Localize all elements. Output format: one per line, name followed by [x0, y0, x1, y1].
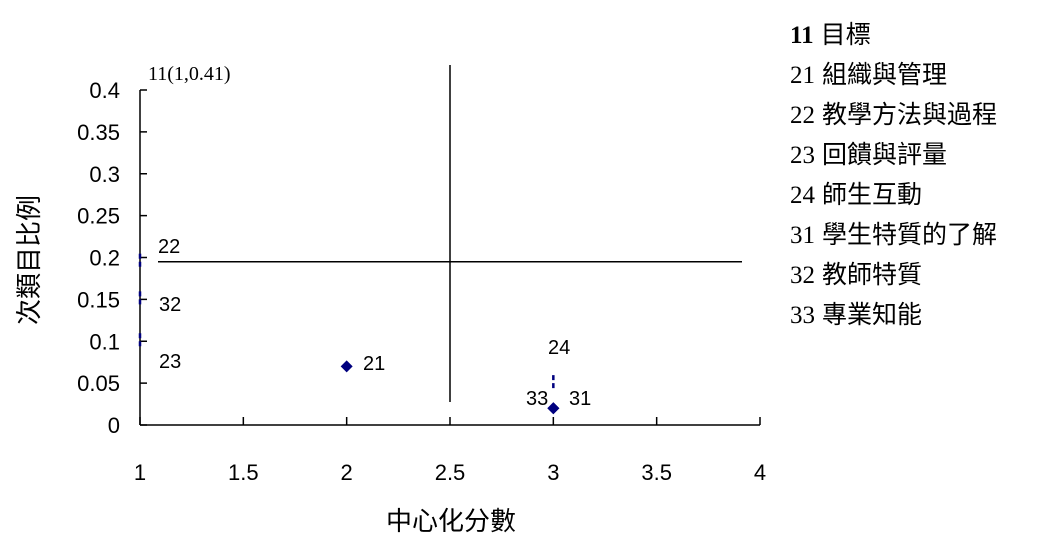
x-tick-label: 3	[547, 460, 559, 485]
data-point-marker	[340, 360, 353, 373]
y-tick-label: 0.3	[89, 162, 120, 187]
legend-item: 33 專業知能	[790, 296, 997, 336]
legend-code: 24	[790, 182, 815, 209]
y-tick-label: 0.15	[77, 287, 120, 312]
data-point-label: 33	[526, 388, 548, 410]
legend-item: 21 組織與管理	[790, 56, 997, 96]
legend-name: 師生互動	[822, 182, 923, 209]
y-axis-title: 次類目比例	[14, 195, 44, 325]
y-tick-label: 0.25	[77, 204, 120, 229]
y-tick-label: 0	[108, 413, 120, 438]
legend: 11 目標 21 組織與管理 22 教學方法與過程 23 回饋與評量 24 師生互動 31 學生特質的…	[790, 16, 997, 336]
legend-item: 31 學生特質的了解	[790, 216, 997, 256]
y-tick-label: 0.1	[89, 329, 120, 354]
legend-code: 31	[790, 222, 815, 249]
legend-name: 組織與管理	[822, 62, 948, 89]
data-point-label: 24	[548, 337, 570, 359]
data-point-label: 11(1,0.41)	[148, 63, 231, 85]
y-tick-label: 0.2	[89, 246, 120, 271]
y-tick-label: 0.05	[77, 371, 120, 396]
x-tick-label: 3.5	[641, 460, 672, 485]
legend-name: 學生特質的了解	[822, 222, 998, 249]
legend-name: 專業知能	[822, 302, 923, 329]
data-point-label: 21	[363, 353, 385, 375]
data-point-label: 31	[569, 388, 591, 410]
legend-name: 目標	[820, 22, 871, 49]
legend-item: 11 目標	[790, 16, 997, 56]
x-tick-label: 1.5	[228, 460, 259, 485]
legend-item: 32 教師特質	[790, 256, 997, 296]
legend-code: 23	[790, 142, 815, 169]
legend-code: 21	[790, 62, 815, 89]
y-tick-label: 0.35	[77, 120, 120, 145]
legend-name: 回饋與評量	[822, 142, 948, 169]
data-point-label: 23	[159, 351, 181, 373]
legend-item: 23 回饋與評量	[790, 136, 997, 176]
legend-name: 教學方法與過程	[822, 102, 998, 129]
x-axis-title: 中心化分數	[386, 506, 516, 536]
legend-code: 33	[790, 302, 815, 329]
x-tick-label: 4	[754, 460, 766, 485]
x-tick-label: 1	[134, 460, 146, 485]
data-point-marker	[547, 402, 560, 415]
legend-name: 教師特質	[822, 262, 923, 289]
legend-item: 24 師生互動	[790, 176, 997, 216]
x-tick-label: 2.5	[435, 460, 466, 485]
legend-code: 32	[790, 262, 815, 289]
x-tick-label: 2	[341, 460, 353, 485]
legend-code: 11	[790, 22, 814, 49]
data-point-label: 32	[159, 294, 181, 316]
data-point-label: 22	[158, 236, 180, 258]
y-tick-label: 0.4	[89, 78, 120, 103]
legend-code: 22	[790, 102, 815, 129]
legend-item: 22 教學方法與過程	[790, 96, 997, 136]
